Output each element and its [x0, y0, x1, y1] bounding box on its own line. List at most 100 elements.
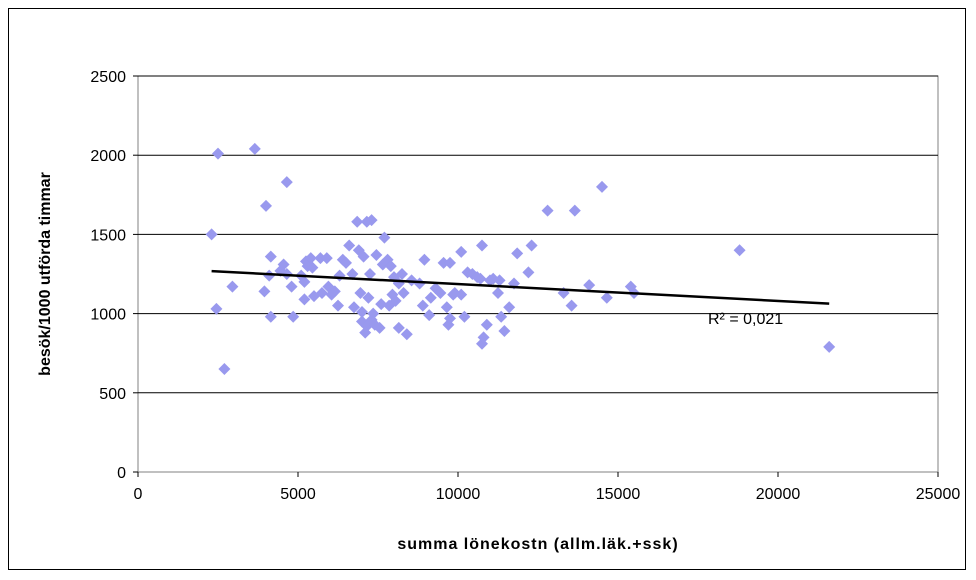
x-tick-label: 25000	[916, 486, 961, 503]
data-point	[458, 310, 471, 323]
data-point	[226, 280, 239, 293]
data-point	[541, 204, 554, 217]
data-point	[285, 280, 298, 293]
data-point	[260, 199, 272, 212]
x-axis-ticks: 0 5000 10000 15000 20000 25000	[134, 472, 961, 503]
data-point	[316, 287, 328, 300]
data-point	[444, 256, 456, 269]
data-point	[354, 287, 367, 300]
data-point	[298, 275, 311, 288]
r-squared-label: R² = 0,021	[708, 311, 783, 328]
data-point	[596, 180, 608, 193]
data-point	[477, 331, 490, 344]
data-point	[287, 310, 300, 323]
y-tick-label: 2500	[90, 69, 126, 86]
data-point	[413, 277, 426, 290]
data-point	[392, 321, 405, 334]
data-point	[340, 256, 352, 269]
y-axis-label: besök/1000 utförda timmar	[37, 172, 54, 376]
data-point	[437, 256, 450, 269]
chart-frame	[8, 8, 966, 570]
data-point	[378, 231, 391, 244]
data-point	[498, 325, 511, 338]
data-point	[480, 318, 493, 331]
data-point	[522, 266, 535, 279]
data-point	[370, 248, 383, 261]
data-point	[362, 291, 375, 304]
data-point	[263, 269, 276, 282]
y-tick-label: 2000	[90, 148, 126, 165]
data-point	[258, 285, 271, 298]
data-point	[823, 340, 836, 353]
data-point	[205, 228, 218, 241]
data-point	[248, 142, 261, 155]
data-point	[332, 299, 344, 312]
data-point	[511, 247, 524, 260]
data-point	[503, 301, 516, 314]
data-point	[525, 239, 538, 252]
data-point	[418, 253, 431, 266]
data-points	[205, 142, 836, 376]
data-point	[210, 302, 223, 315]
x-tick-label: 15000	[596, 486, 641, 503]
y-tick-label: 500	[99, 386, 126, 403]
data-point	[264, 310, 277, 323]
data-point	[568, 204, 581, 217]
data-point	[565, 299, 578, 312]
data-point	[384, 260, 397, 273]
data-point	[492, 287, 504, 300]
data-point	[375, 298, 388, 311]
data-point	[434, 287, 447, 300]
data-point	[733, 244, 746, 257]
data-point	[218, 363, 231, 376]
data-point	[455, 245, 468, 258]
data-point	[476, 239, 488, 252]
x-tick-label: 10000	[436, 486, 481, 503]
data-point	[364, 268, 376, 280]
data-point	[306, 261, 319, 274]
data-point	[356, 306, 368, 319]
data-point	[600, 291, 613, 304]
data-point	[351, 215, 364, 228]
data-point	[474, 272, 487, 285]
data-point	[304, 252, 317, 265]
x-tick-label: 20000	[756, 486, 801, 503]
data-point	[389, 294, 402, 307]
data-point	[397, 287, 410, 300]
data-point	[396, 268, 408, 280]
data-point	[357, 250, 370, 263]
data-point	[328, 285, 341, 298]
data-point	[424, 291, 437, 304]
data-point	[455, 288, 468, 301]
data-point	[314, 252, 327, 265]
y-tick-label: 1000	[90, 307, 126, 324]
data-point	[444, 312, 456, 325]
data-point	[423, 309, 436, 322]
data-point	[365, 214, 378, 227]
data-point	[440, 301, 453, 314]
gridlines	[138, 75, 938, 394]
data-point	[583, 279, 596, 292]
data-point	[277, 258, 290, 271]
data-point	[264, 250, 277, 263]
data-point	[298, 293, 311, 306]
data-point	[367, 307, 380, 320]
data-point	[416, 299, 429, 312]
y-tick-label: 1500	[90, 227, 126, 244]
data-point	[493, 274, 506, 287]
trendline	[211, 269, 830, 305]
data-point	[280, 176, 293, 189]
data-point	[400, 328, 413, 341]
data-point	[343, 239, 356, 252]
x-tick-label: 0	[134, 486, 143, 503]
y-tick-label: 0	[117, 465, 126, 482]
data-point	[373, 321, 386, 334]
data-point	[212, 147, 224, 160]
y-axis-ticks: 0 500 1000 1500 2000 2500	[90, 69, 138, 482]
x-tick-label: 5000	[280, 486, 316, 503]
data-point	[495, 310, 508, 323]
data-point	[346, 268, 359, 280]
data-point	[348, 301, 360, 314]
x-axis-label: summa lönekostn (allm.läk.+ssk)	[397, 536, 678, 553]
